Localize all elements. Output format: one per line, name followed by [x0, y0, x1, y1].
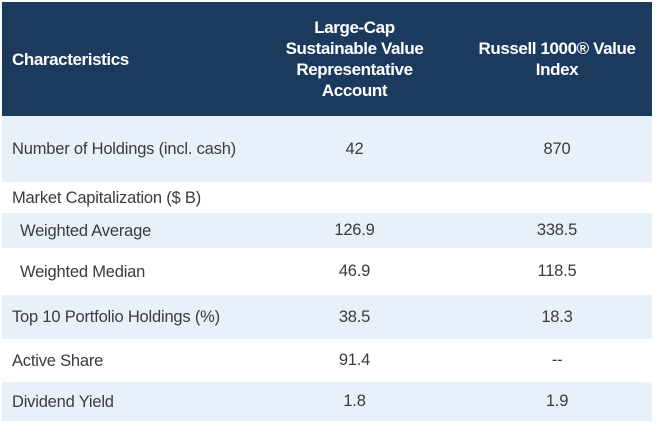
row-index-value: 18.3	[541, 307, 573, 326]
header-account-column: Large-Cap Sustainable Value Representati…	[247, 17, 462, 101]
table-row-dividend-yield: Dividend Yield 1.8 1.9	[2, 382, 652, 421]
row-label: Number of Holdings (incl. cash)	[12, 140, 236, 158]
table-row-market-capitalization: Market Capitalization ($ B)	[2, 182, 652, 213]
row-account-value: 126.9	[334, 221, 375, 239]
table-row-active-share: Active Share 91.4 --	[2, 339, 652, 382]
row-label: Dividend Yield	[12, 392, 114, 411]
row-account-value: 42	[345, 139, 364, 158]
table-row-weighted-median: Weighted Median 46.9 118.5	[2, 248, 652, 295]
row-index-value: 338.5	[536, 221, 578, 239]
row-label: Market Capitalization ($ B)	[12, 188, 202, 207]
table-header-row: Characteristics Large-Cap Sustainable Va…	[2, 2, 652, 116]
row-label: Weighted Average	[20, 221, 152, 240]
row-account-value: 1.8	[343, 392, 366, 410]
row-label: Active Share	[12, 351, 104, 370]
table-row-weighted-average: Weighted Average 126.9 338.5	[2, 213, 652, 248]
table-row-number-of-holdings: Number of Holdings (incl. cash) 42 870	[2, 116, 652, 182]
row-index-value: 870	[543, 139, 571, 158]
row-label: Top 10 Portfolio Holdings (%)	[12, 308, 220, 326]
row-label: Weighted Median	[20, 262, 146, 281]
table-row-top-10-holdings: Top 10 Portfolio Holdings (%) 38.5 18.3	[2, 295, 652, 339]
row-index-value: 118.5	[537, 262, 577, 280]
header-account-column-label: Large-Cap Sustainable Value Representati…	[285, 18, 424, 100]
header-characteristics: Characteristics	[12, 49, 129, 69]
header-index-column-label: Russell 1000® Value Index	[478, 39, 636, 79]
header-index-column: Russell 1000® Value Index	[462, 38, 652, 80]
row-account-value: 38.5	[338, 307, 371, 326]
row-account-value: 91.4	[338, 351, 371, 369]
characteristics-table: Characteristics Large-Cap Sustainable Va…	[2, 2, 652, 421]
row-index-value: 1.9	[545, 392, 569, 410]
row-index-value: --	[551, 351, 563, 369]
row-account-value: 46.9	[338, 262, 371, 280]
